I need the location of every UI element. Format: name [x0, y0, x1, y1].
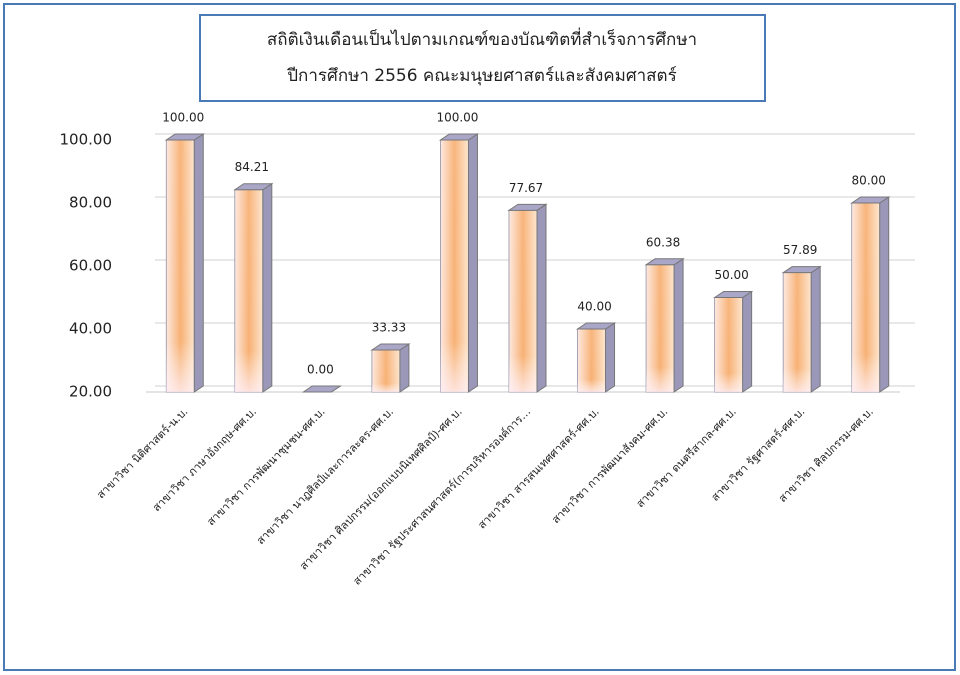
bar: [781, 265, 822, 393]
bar: [370, 343, 411, 393]
bar-top: [438, 133, 480, 141]
value-label: 0.00: [307, 363, 334, 377]
bar: [164, 133, 205, 393]
bar-side: [467, 133, 478, 393]
y-tick-label: 60.00: [69, 257, 112, 275]
bar-shade: [234, 189, 263, 392]
chart-title: สถิติเงินเดือนเป็นไปตามเกณฑ์ของบัณฑิตที่…: [267, 27, 697, 50]
bar-side: [810, 265, 821, 393]
bar-top: [370, 343, 411, 351]
y-tick-label: 20.00: [69, 383, 112, 401]
value-label: 77.67: [509, 181, 543, 195]
bar-shade: [509, 210, 537, 392]
value-label: 80.00: [852, 174, 886, 188]
bar-top: [301, 385, 343, 393]
value-label: 33.33: [372, 321, 406, 335]
bar-top: [712, 291, 754, 298]
bar-shade: [440, 140, 469, 392]
bar-side: [399, 343, 410, 393]
value-label: 100.00: [162, 111, 204, 125]
bar-top: [781, 266, 822, 274]
bar-top: [575, 322, 617, 330]
y-tick-label: 80.00: [69, 194, 112, 212]
bar: [644, 257, 685, 393]
bar-side: [536, 203, 547, 393]
bar: [507, 203, 548, 393]
bar-shade: [851, 203, 880, 392]
value-label: 40.00: [577, 300, 611, 314]
value-label: 57.89: [783, 243, 817, 257]
bar: [301, 385, 343, 393]
bar-top: [507, 203, 548, 211]
bar-shade: [783, 272, 812, 392]
bar-side: [605, 322, 616, 393]
y-tick-label: 40.00: [69, 320, 112, 338]
bar-side: [262, 182, 273, 393]
bar-shade: [577, 329, 606, 392]
value-label: 60.38: [646, 235, 680, 249]
bar-side: [673, 257, 684, 393]
bar-shade: [714, 297, 743, 392]
bar: [438, 133, 480, 393]
value-label: 100.00: [436, 111, 478, 125]
bar: [712, 290, 754, 393]
bar: [575, 322, 617, 393]
bar-side: [742, 290, 753, 393]
bar-top: [164, 133, 205, 141]
bar-shade: [166, 140, 195, 392]
bar-side: [193, 133, 204, 393]
bar-top: [644, 258, 685, 266]
bar: [850, 196, 891, 393]
value-label: 84.21: [235, 160, 269, 174]
title-box: [199, 14, 766, 102]
bar-shade: [371, 350, 400, 392]
bar-shade: [646, 264, 675, 392]
y-tick-label: 100.00: [60, 131, 113, 149]
bar-top: [233, 183, 274, 191]
bar-side: [879, 196, 890, 393]
bar: [233, 182, 274, 393]
value-label: 50.00: [714, 268, 748, 282]
bar-top: [850, 196, 891, 204]
chart-subtitle: ปีการศึกษา 2556 คณะมนุษยศาสตร์และสังคมศา…: [286, 66, 676, 86]
